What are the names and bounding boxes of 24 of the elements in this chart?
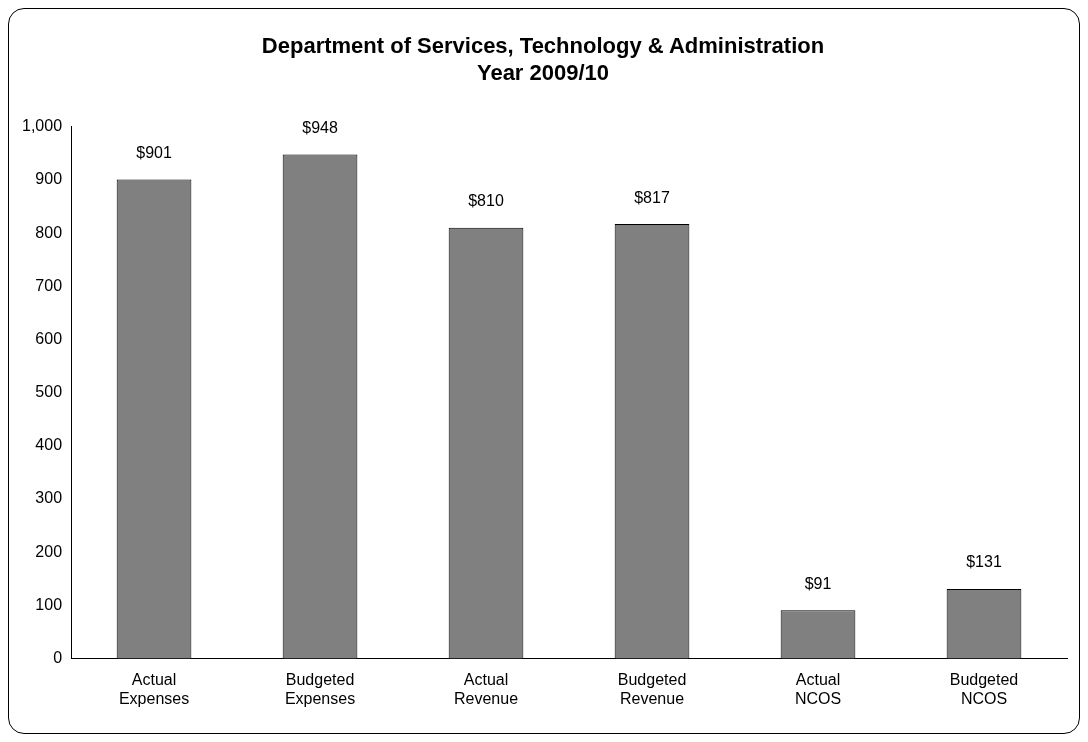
chart-title: Department of Services, Technology & Administration Year 2009/10 bbox=[261, 33, 825, 85]
data-label: $131 bbox=[966, 553, 1002, 571]
x-tick-label: Actual NCOS bbox=[794, 670, 842, 707]
data-label: $91 bbox=[804, 574, 832, 592]
y-tick-label: 900 bbox=[35, 170, 63, 188]
y-tick-label: 500 bbox=[35, 383, 63, 401]
x-tick-label: Budgeted Revenue bbox=[617, 670, 687, 707]
y-tick-label: 700 bbox=[35, 276, 63, 294]
x-tick-label: Actual Expenses bbox=[118, 670, 190, 707]
y-tick-label: 300 bbox=[35, 489, 63, 507]
y-tick-label: 0 bbox=[53, 649, 63, 667]
y-tick-label: 800 bbox=[35, 223, 63, 241]
data-label: $810 bbox=[468, 192, 504, 210]
data-label: $901 bbox=[136, 143, 172, 161]
data-label: $817 bbox=[634, 188, 670, 206]
y-tick-label: 100 bbox=[35, 595, 63, 613]
x-tick-label: Budgeted Expenses bbox=[284, 670, 356, 707]
y-tick-label: 400 bbox=[35, 436, 63, 454]
y-tick-label: 200 bbox=[35, 542, 63, 560]
data-label: $948 bbox=[302, 118, 338, 136]
x-tick-label: Budgeted NCOS bbox=[949, 670, 1019, 707]
x-tick-label: Actual Revenue bbox=[454, 670, 519, 707]
y-tick-label: 600 bbox=[35, 329, 63, 347]
y-tick-label: 1,000 bbox=[21, 117, 63, 135]
